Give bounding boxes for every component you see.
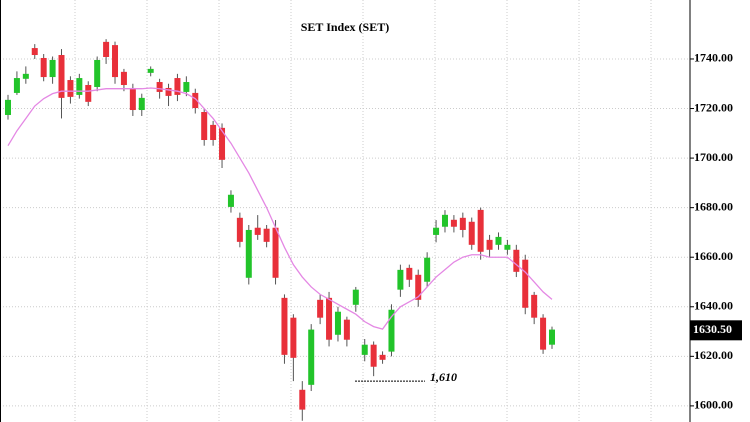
candle-body	[103, 41, 110, 57]
candle-body	[254, 227, 261, 235]
candle-body	[495, 236, 502, 245]
candle-body	[441, 214, 448, 227]
candle-body	[352, 289, 359, 305]
candle-body	[299, 389, 306, 410]
y-tick-label: 1720.00	[694, 100, 733, 114]
candle-body	[31, 48, 38, 56]
candle-body	[272, 227, 279, 278]
y-tick-label: 1660.00	[694, 249, 733, 263]
candle-body	[13, 78, 20, 93]
candle-body	[22, 73, 29, 79]
candle-body	[263, 228, 270, 242]
y-tick-label: 1600.00	[694, 398, 733, 412]
y-tick-label: 1700.00	[694, 150, 733, 164]
candle-body	[343, 319, 350, 340]
last-price-label: 1630.50	[693, 322, 732, 336]
candle-body	[219, 127, 226, 160]
y-tick-label: 1680.00	[694, 199, 733, 213]
last-price-box	[690, 320, 742, 341]
candle-body	[112, 45, 119, 78]
candle-body	[406, 267, 413, 280]
candle-body	[370, 344, 377, 367]
candle-body	[147, 68, 154, 73]
candle-body	[388, 309, 395, 352]
candle-body	[40, 57, 47, 78]
candle-body	[433, 227, 440, 235]
candle-body	[361, 344, 368, 355]
candle-body	[531, 294, 538, 318]
candle-body	[486, 239, 493, 250]
candle-body	[397, 269, 404, 290]
candle-body	[540, 317, 547, 350]
candle-body	[174, 78, 181, 95]
candle-body	[317, 299, 324, 318]
candle-body	[156, 82, 163, 92]
annotation-label: 1,590	[375, 420, 402, 422]
candle-body	[379, 354, 386, 360]
chart-title: SET Index (SET)	[301, 20, 389, 34]
candle-body	[165, 87, 172, 96]
y-tick-label: 1740.00	[694, 51, 733, 65]
candle-body	[236, 217, 243, 242]
candle-body	[477, 209, 484, 252]
candle-body	[76, 78, 83, 95]
candle-body	[549, 329, 555, 345]
annotation-label: 1,610	[430, 370, 457, 384]
candle-body	[227, 194, 234, 207]
y-tick-label: 1620.00	[694, 348, 733, 362]
candle-body	[138, 97, 145, 111]
candle-body	[94, 59, 101, 87]
candle-body	[415, 274, 422, 300]
candle-body	[334, 311, 341, 335]
candle-body	[183, 82, 190, 92]
candle-body	[424, 257, 431, 282]
candle-body	[129, 87, 136, 111]
candle-body	[120, 71, 127, 85]
candle-body	[58, 55, 65, 98]
y-tick-label: 1640.00	[694, 299, 733, 313]
candle-body	[522, 259, 529, 308]
candle-body	[245, 229, 252, 278]
candle-body	[67, 80, 74, 97]
candle-body	[281, 297, 288, 355]
candle-body	[49, 59, 56, 78]
candle-body	[459, 217, 466, 230]
candle-body	[192, 92, 199, 109]
candle-body	[85, 84, 92, 102]
candle-body	[326, 297, 333, 340]
moving-average	[7, 87, 553, 330]
candle-body	[201, 112, 208, 141]
candle-body	[210, 124, 217, 141]
candle-body	[308, 329, 315, 385]
candle-body	[504, 244, 511, 250]
candle-body	[468, 221, 475, 245]
candle-body	[290, 317, 297, 358]
candle-body	[450, 219, 457, 227]
candle-body	[513, 249, 520, 272]
candle-body	[5, 99, 11, 115]
